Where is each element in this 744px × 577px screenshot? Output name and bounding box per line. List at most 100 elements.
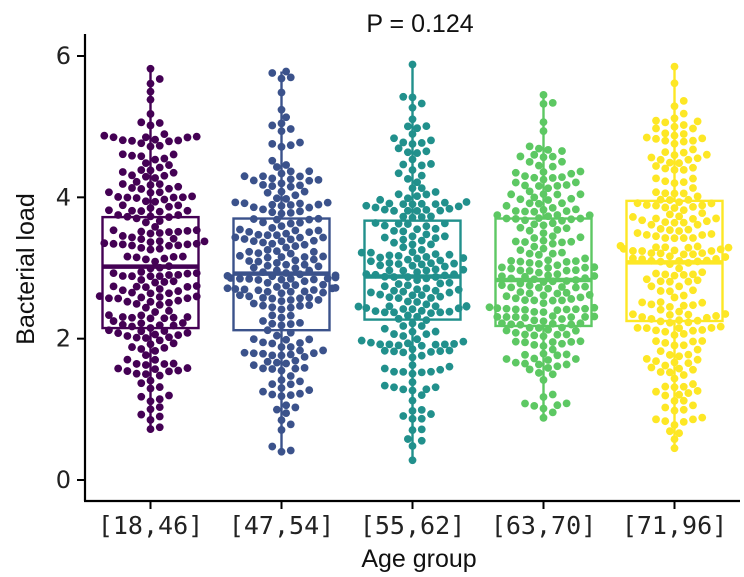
data-point (679, 270, 688, 279)
data-point (642, 324, 651, 333)
data-point (553, 401, 562, 410)
data-point (403, 297, 412, 306)
data-point (240, 172, 249, 181)
data-point (282, 243, 291, 252)
data-point (394, 190, 403, 199)
data-point (502, 201, 511, 210)
data-point (408, 184, 417, 193)
data-point (530, 296, 539, 305)
data-point (165, 367, 173, 376)
data-point (408, 396, 417, 405)
box-group (485, 90, 599, 422)
data-point (534, 360, 543, 369)
data-point (493, 312, 502, 321)
data-point (534, 144, 543, 153)
data-point (394, 144, 403, 153)
box-group (95, 64, 209, 434)
data-point (485, 303, 494, 312)
data-point (245, 257, 254, 265)
data-point (408, 407, 417, 415)
data-point (422, 266, 431, 275)
data-point (534, 199, 543, 208)
data-point (689, 415, 697, 424)
data-point (277, 305, 286, 314)
data-point (642, 201, 651, 209)
data-point (422, 190, 431, 199)
data-point (571, 305, 580, 314)
data-point (684, 155, 693, 164)
data-point (118, 150, 127, 159)
data-point (178, 252, 187, 261)
data-point (534, 214, 543, 223)
data-point (286, 141, 295, 150)
data-point (647, 300, 656, 309)
data-point (141, 159, 150, 168)
data-point (534, 250, 543, 259)
data-point (656, 195, 665, 204)
data-point (525, 226, 534, 235)
data-point (511, 328, 520, 337)
data-point (670, 444, 679, 453)
data-point (638, 313, 647, 321)
data-point (128, 272, 136, 281)
data-point (323, 274, 332, 283)
data-point (399, 92, 408, 101)
data-point (282, 409, 291, 417)
data-point (305, 215, 314, 224)
data-point (394, 280, 403, 288)
data-point (679, 405, 688, 414)
data-point (562, 350, 571, 359)
data-point (141, 218, 150, 227)
data-point (354, 302, 363, 311)
data-point (128, 233, 136, 242)
data-point (277, 253, 286, 261)
data-point (165, 241, 173, 250)
data-point (530, 354, 539, 363)
data-point (146, 314, 155, 323)
data-point (408, 130, 417, 138)
data-point (277, 289, 286, 298)
data-point (169, 168, 178, 177)
data-point (459, 265, 468, 274)
data-point (286, 167, 295, 176)
data-point (380, 282, 389, 291)
data-point (146, 229, 155, 238)
data-point (132, 333, 141, 342)
data-point (100, 131, 109, 140)
data-point (282, 229, 291, 238)
data-point (670, 341, 679, 350)
data-point (146, 416, 155, 424)
data-point (160, 343, 169, 352)
data-point (399, 160, 408, 169)
data-point (670, 383, 679, 392)
data-point (716, 322, 725, 331)
data-point (590, 272, 599, 280)
data-point (548, 98, 557, 107)
data-point (174, 241, 183, 250)
data-point (183, 226, 192, 235)
data-point (689, 184, 697, 192)
data-point (539, 175, 548, 184)
data-point (521, 359, 529, 368)
data-point (178, 193, 187, 202)
data-point (165, 184, 173, 193)
data-point (548, 296, 557, 305)
data-point (331, 283, 340, 292)
data-point (272, 231, 281, 240)
data-point (408, 248, 417, 256)
data-point (445, 362, 454, 371)
data-point (268, 351, 277, 360)
data-point (548, 219, 557, 228)
data-point (576, 167, 585, 176)
data-point (259, 364, 267, 373)
data-point (236, 251, 244, 260)
data-point (296, 389, 304, 398)
data-point (376, 290, 385, 299)
data-point (684, 225, 693, 234)
data-point (558, 323, 566, 332)
data-point (585, 291, 594, 299)
data-point (656, 249, 665, 258)
data-point (286, 343, 295, 351)
data-point (539, 168, 548, 176)
data-point (571, 266, 580, 275)
